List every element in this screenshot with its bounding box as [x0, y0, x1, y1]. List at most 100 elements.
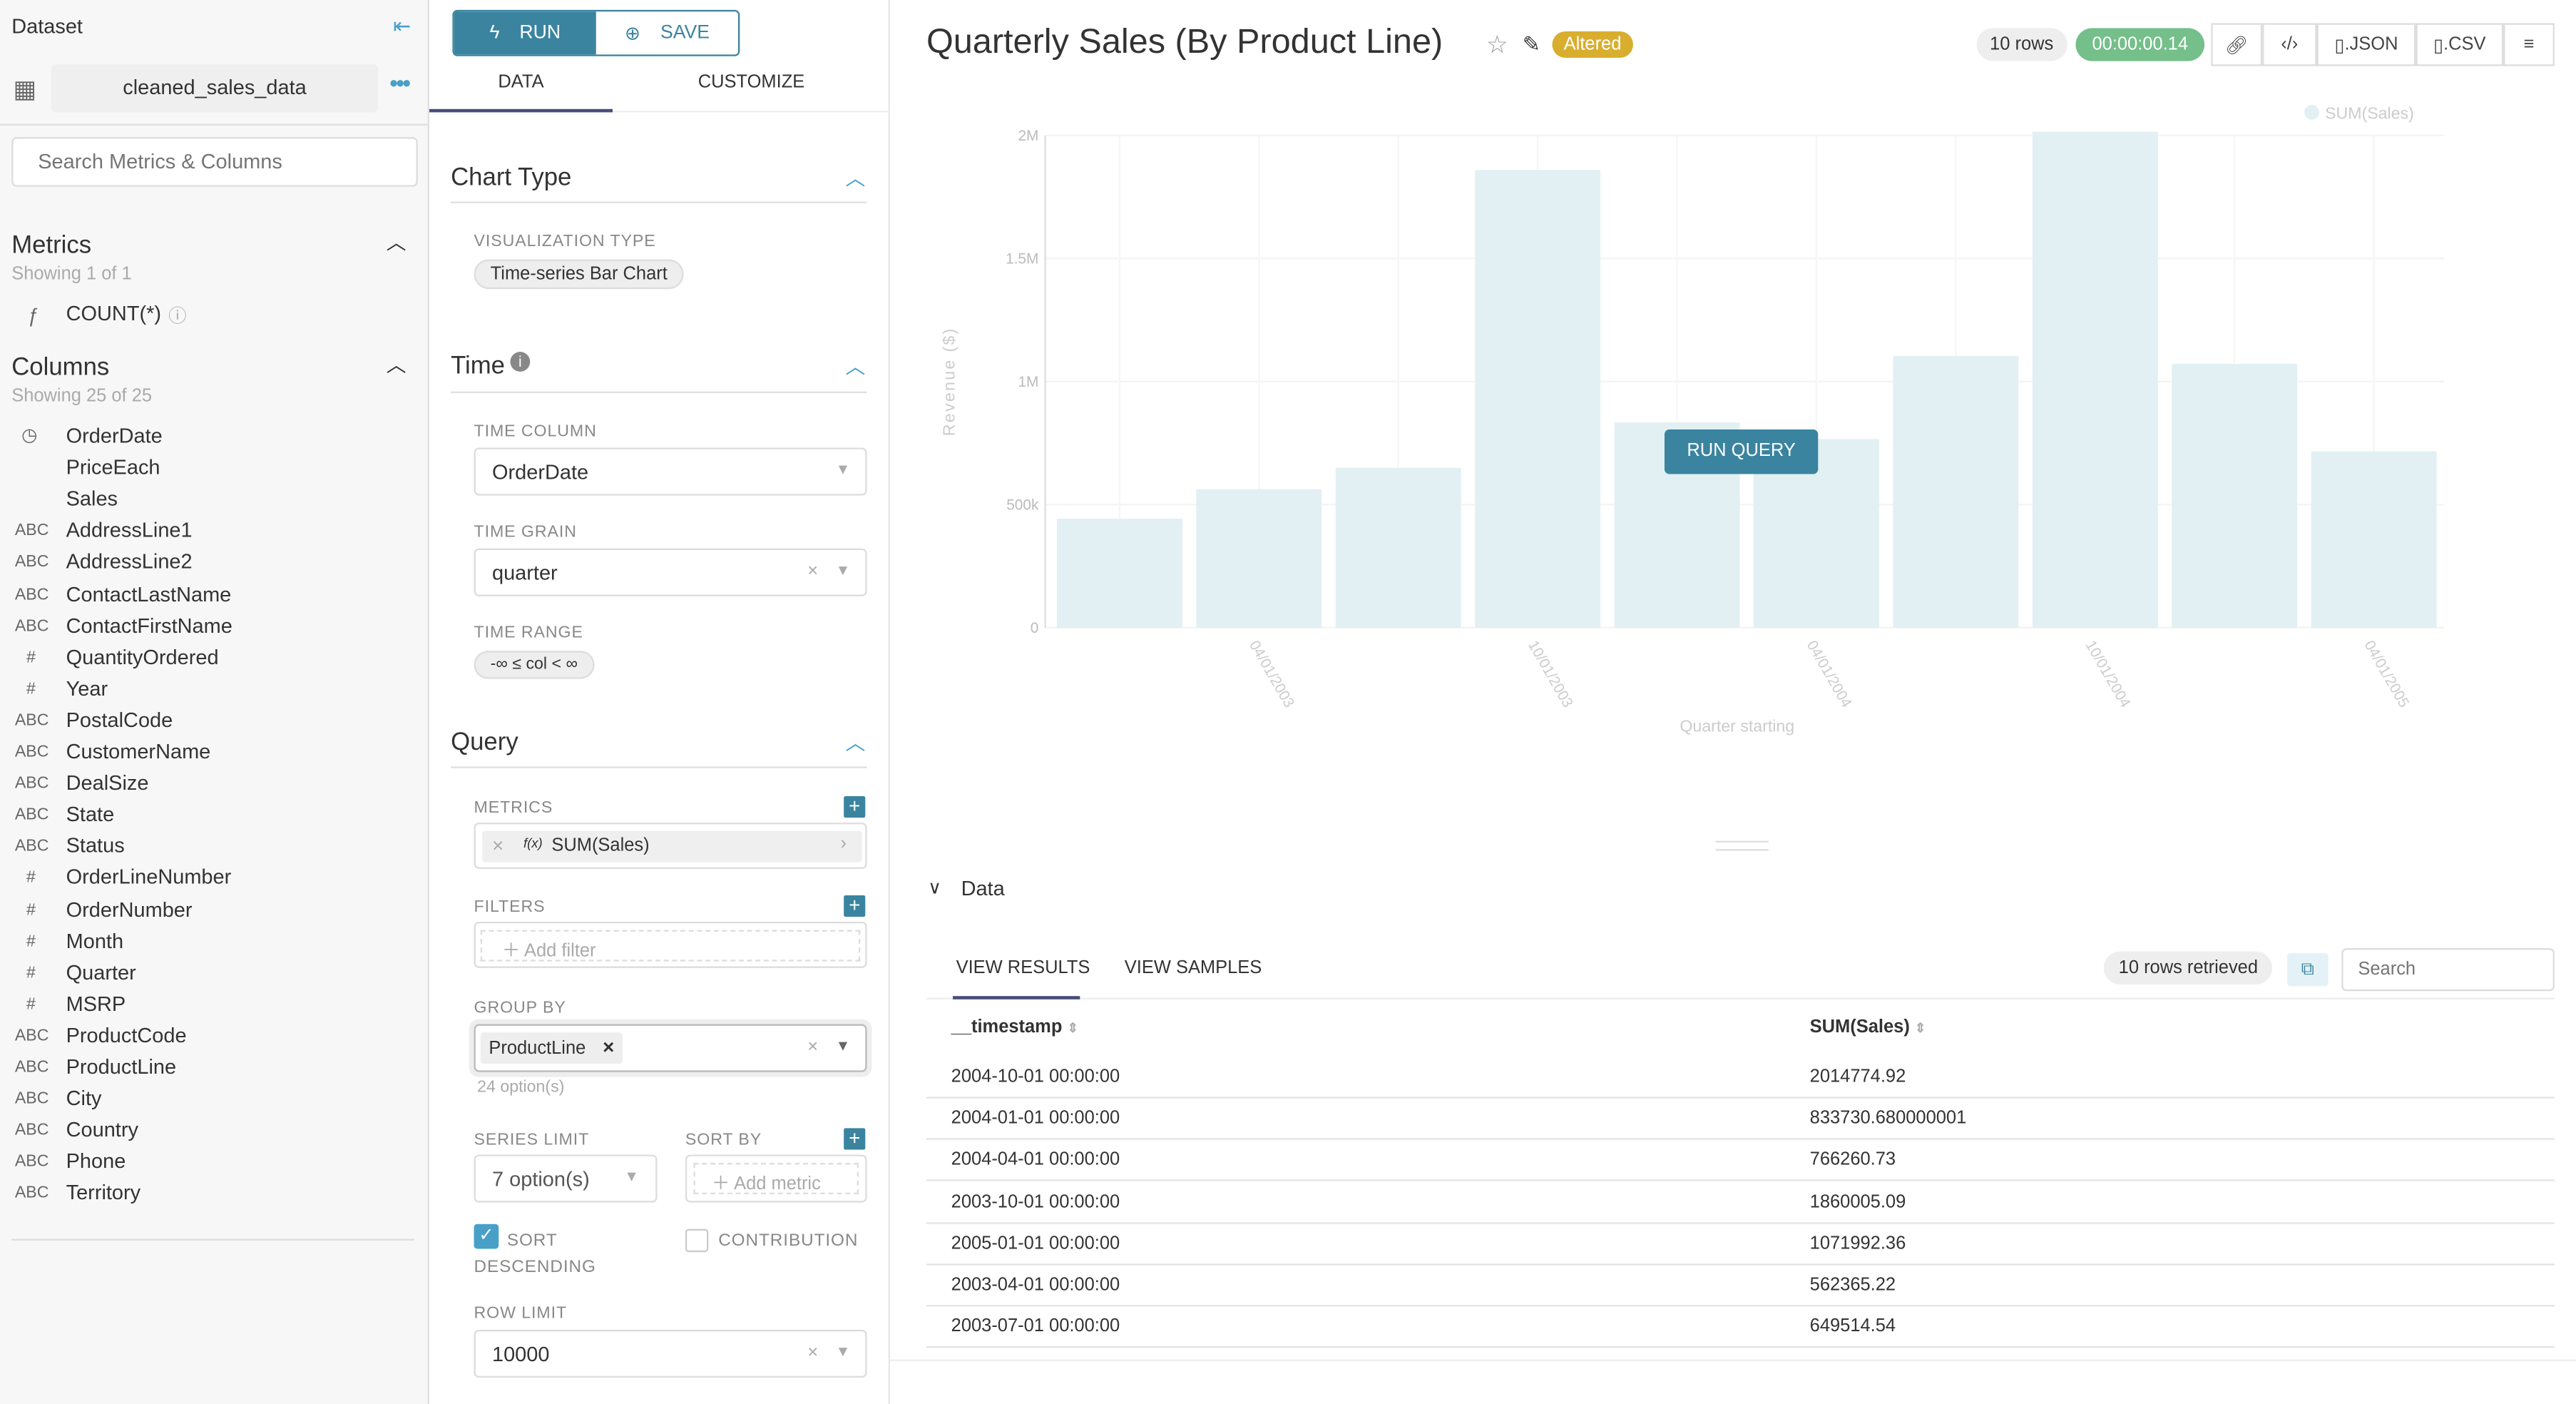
sidebar-title: Dataset [11, 14, 83, 39]
resize-handle[interactable] [1715, 840, 1769, 851]
plus-circle-icon: ⊕ [624, 24, 641, 45]
export-json-button[interactable]: ▯ .JSON [2316, 23, 2416, 66]
tab-view-samples[interactable]: VIEW SAMPLES [1124, 957, 1262, 978]
group-by-select[interactable]: ProductLine × × ▼ [474, 1024, 867, 1072]
add-filter-button[interactable]: ＋ Add filter [480, 930, 861, 962]
y-tick-label: 0 [1031, 620, 1039, 636]
string-type-icon: ABC [14, 1027, 49, 1046]
sort-icon: ⇕ [1914, 1020, 1926, 1036]
metric-tag[interactable]: × f(x) SUM(Sales) › [482, 830, 862, 863]
export-csv-button[interactable]: ▯ .CSV [2416, 23, 2504, 66]
add-filter-plus-button[interactable]: + [844, 895, 866, 917]
chevron-right-icon[interactable]: › [840, 834, 847, 855]
collapse-icon[interactable]: ⇤ [393, 13, 412, 39]
contribution-checkbox[interactable] [685, 1228, 709, 1253]
chart-type-title: Chart Type [451, 163, 572, 192]
help-icon[interactable]: ⓘ [168, 307, 187, 327]
column-name: City [66, 1087, 102, 1111]
add-sort-plus-button[interactable]: + [844, 1127, 866, 1150]
embed-code-icon[interactable]: ‹/› [2262, 23, 2317, 66]
save-button[interactable]: ⊕ SAVE [596, 11, 738, 55]
cell-sum-sales: 1071992.36 [1809, 1233, 1906, 1253]
numeric-type-icon: # [26, 648, 36, 667]
tab-customize[interactable]: CUSTOMIZE [697, 72, 805, 93]
column-name: ProductLine [66, 1055, 177, 1079]
cell-timestamp: 2004-01-01 00:00:00 [951, 1109, 1120, 1129]
time-range-pill[interactable]: -∞ ≤ col < ∞ [474, 651, 595, 679]
link-icon[interactable]: 🔗︎ [2211, 23, 2263, 66]
menu-icon[interactable]: ≡ [2503, 23, 2555, 66]
columns-title: Columns [11, 353, 110, 382]
run-button[interactable]: ϟ RUN [454, 11, 596, 55]
run-query-button[interactable]: RUN QUERY [1664, 429, 1819, 474]
chart-type-collapse-icon[interactable]: ︿ [845, 166, 866, 190]
query-collapse-icon[interactable]: ︿ [845, 731, 866, 756]
time-grain-select[interactable]: quarter × ▼ [474, 548, 867, 596]
row-limit-select[interactable]: 10000 × ▼ [474, 1329, 867, 1378]
column-header-sum-sales[interactable]: SUM(Sales) ⇕ [1809, 1017, 1926, 1038]
edit-icon[interactable]: ✎ [1522, 31, 1541, 56]
column-name: ContactLastName [66, 582, 232, 606]
y-tick-label: 1M [1018, 374, 1038, 390]
remove-tag-icon[interactable]: × [603, 1035, 615, 1059]
control-panel: ϟ RUN ⊕ SAVE DATA CUSTOMIZE Chart Type ︿ V… [429, 0, 891, 1404]
clear-icon[interactable]: × [807, 1037, 819, 1057]
sort-descending-checkbox[interactable]: ✓ [474, 1224, 499, 1249]
time-grain-label: TIME GRAIN [474, 523, 577, 542]
viz-type-label: VISUALIZATION TYPE [474, 233, 656, 251]
time-column-select[interactable]: OrderDate ▼ [474, 447, 867, 496]
add-sort-metric-button[interactable]: ＋ Add metric [693, 1163, 859, 1195]
clear-icon[interactable]: × [807, 561, 819, 582]
cell-sum-sales: 2014774.92 [1809, 1067, 1906, 1087]
results-search-input[interactable] [2341, 948, 2555, 992]
bolt-icon: ϟ [489, 23, 500, 44]
metrics-collapse-icon[interactable]: ︿ [386, 231, 407, 255]
info-icon[interactable]: i [510, 352, 531, 372]
data-collapse-icon[interactable]: ∨ [928, 878, 941, 899]
numeric-type-icon: # [26, 869, 36, 888]
fx-icon: f(x) [523, 835, 543, 851]
table-grid-icon: ▦ [13, 76, 37, 104]
dataset-name[interactable]: cleaned_sales_data [51, 64, 379, 113]
tab-view-results[interactable]: VIEW RESULTS [956, 957, 1090, 978]
string-type-icon: ABC [14, 711, 49, 731]
metric-item[interactable]: COUNT(*) [66, 302, 162, 326]
viz-type-pill[interactable]: Time-series Bar Chart [474, 259, 684, 290]
series-limit-label: SERIES LIMIT [474, 1131, 590, 1150]
string-type-icon: ABC [14, 1059, 49, 1077]
column-name: ContactFirstName [66, 614, 232, 637]
columns-count: Showing 25 of 25 [11, 386, 153, 407]
table-row: 2003-10-01 00:00:00 1860005.09 [926, 1181, 2555, 1224]
sort-icon: ⇕ [1067, 1020, 1079, 1036]
table-row: 2005-01-01 00:00:00 1071992.36 [926, 1222, 2555, 1266]
time-range-label: TIME RANGE [474, 624, 583, 643]
clear-icon[interactable]: × [807, 1343, 819, 1363]
add-metric-button[interactable]: + [844, 795, 866, 818]
columns-collapse-icon[interactable]: ︿ [386, 353, 407, 377]
row-limit-label: ROW LIMIT [474, 1305, 568, 1323]
more-options-icon[interactable]: ••• [389, 69, 410, 96]
altered-badge[interactable]: Altered [1552, 31, 1633, 58]
star-icon[interactable]: ☆ [1486, 31, 1509, 60]
time-collapse-icon[interactable]: ︿ [845, 355, 866, 379]
column-name: AddressLine2 [66, 550, 193, 574]
y-tick-label: 2M [1018, 128, 1038, 144]
metrics-label: METRICS [474, 799, 553, 818]
table-row: 2003-04-01 00:00:00 562365.22 [926, 1263, 2555, 1307]
tab-data[interactable]: DATA [498, 72, 544, 93]
search-metrics-columns-input[interactable] [11, 137, 418, 187]
column-name: QuantityOrdered [66, 645, 219, 669]
bar [1893, 355, 2019, 628]
filters-field: ＋ Add filter [474, 921, 867, 968]
contribution-label: CONTRIBUTION [718, 1230, 859, 1251]
series-limit-select[interactable]: 7 option(s) ▼ [474, 1154, 658, 1203]
cell-sum-sales: 1860005.09 [1809, 1191, 1906, 1212]
table-row: 2004-10-01 00:00:00 2014774.92 [926, 1056, 2555, 1099]
string-type-icon: ABC [14, 806, 49, 825]
cell-timestamp: 2005-01-01 00:00:00 [951, 1233, 1120, 1253]
y-tick-label: 1.5M [1006, 250, 1038, 267]
column-header-timestamp[interactable]: __timestamp ⇕ [951, 1017, 1079, 1038]
copy-icon[interactable]: ⧉ [2286, 952, 2329, 987]
chart-title[interactable]: Quarterly Sales (By Product Line) [926, 23, 1443, 61]
remove-icon[interactable]: × [491, 834, 504, 858]
